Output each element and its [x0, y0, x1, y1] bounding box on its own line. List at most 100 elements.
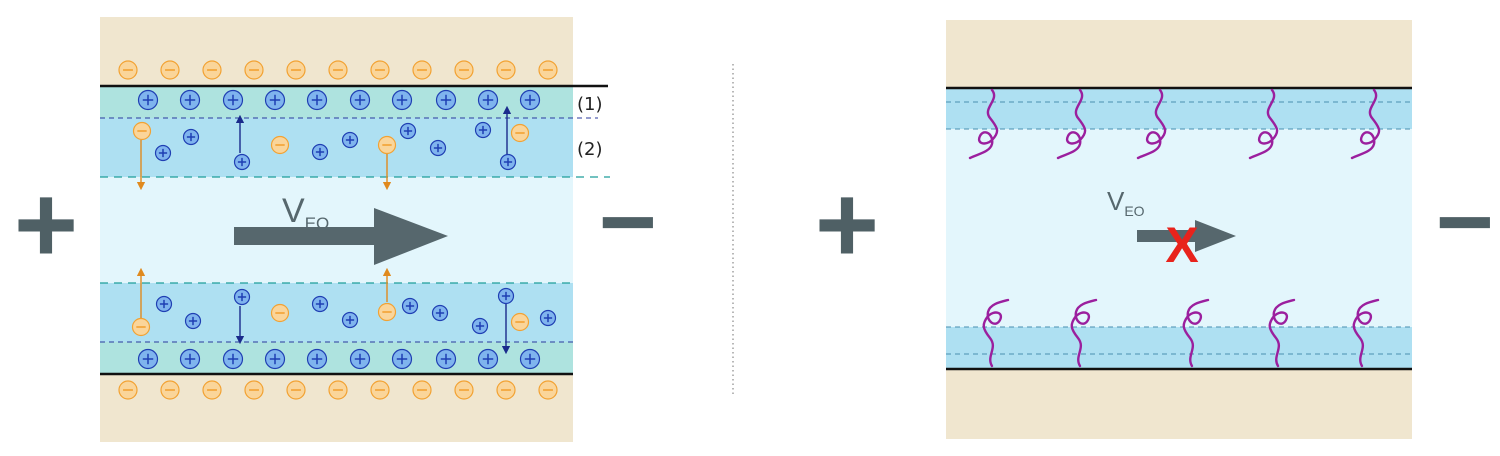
polymer-chain — [1136, 88, 1167, 160]
anion-icon — [270, 135, 290, 155]
cation-icon — [435, 348, 457, 370]
left-panel: (1) (2) VEO + − — [14, 17, 657, 442]
layer-label-diffuse: (2) — [577, 139, 603, 160]
cation-icon — [179, 348, 201, 370]
anion-icon — [270, 303, 290, 323]
polymer-chain — [968, 88, 999, 160]
cation-icon — [471, 317, 489, 335]
cation-icon — [306, 348, 328, 370]
anion-icon — [244, 60, 264, 80]
cation-icon — [264, 348, 286, 370]
cation-icon — [497, 287, 515, 305]
velocity-label: VEO — [282, 192, 329, 233]
left-bottom-stern-layer — [100, 342, 573, 374]
cation-icon — [306, 89, 328, 111]
right-channel-bulk — [946, 88, 1412, 369]
anion-icon — [370, 380, 390, 400]
cation-icon — [341, 311, 359, 329]
cation-icon — [477, 89, 499, 111]
cation-icon — [391, 348, 413, 370]
cation-icon — [179, 89, 201, 111]
cation-icon — [401, 297, 419, 315]
anion-icon — [538, 60, 558, 80]
left-bottom-diffuse-layer — [100, 283, 573, 342]
anion-icon — [286, 60, 306, 80]
cation-icon — [341, 131, 359, 149]
cation-icon — [154, 144, 172, 162]
cation-icon — [311, 295, 329, 313]
left-top-stern-layer — [100, 86, 573, 118]
cation-icon — [233, 288, 251, 306]
blocked-flow-mark: X — [1165, 217, 1198, 273]
cathode-sign-left: − — [599, 166, 657, 278]
right-top-coating-layer — [946, 88, 1412, 129]
anion-icon — [377, 302, 397, 322]
polymer-chain — [1248, 88, 1279, 160]
layer-label-stern: (1) — [577, 94, 603, 115]
anion-icon — [328, 60, 348, 80]
right-panel: VEO X + − — [815, 20, 1494, 439]
cation-icon — [399, 122, 417, 140]
right-bottom-coating-layer — [946, 327, 1412, 369]
anode-sign-left: + — [14, 163, 78, 286]
cation-icon — [155, 295, 173, 313]
cation-icon — [429, 139, 447, 157]
anion-icon — [160, 380, 180, 400]
anion-icon — [377, 135, 397, 155]
cation-icon — [539, 309, 557, 327]
cation-icon — [349, 89, 371, 111]
anion-icon — [510, 312, 530, 332]
anion-icon — [454, 380, 474, 400]
cation-icon — [391, 89, 413, 111]
cation-icon — [519, 89, 541, 111]
left-small-arrows — [136, 105, 512, 355]
left-ions — [118, 60, 558, 400]
polymer-chain — [1182, 298, 1210, 368]
cation-icon — [349, 348, 371, 370]
cation-icon — [137, 348, 159, 370]
anion-icon — [370, 60, 390, 80]
polymer-chain — [1352, 298, 1380, 368]
cation-icon — [474, 121, 492, 139]
anion-icon — [202, 380, 222, 400]
left-top-diffuse-layer — [100, 118, 573, 177]
cation-icon — [264, 89, 286, 111]
polymer-chain — [1350, 88, 1381, 160]
anion-icon — [132, 121, 152, 141]
anion-icon — [118, 60, 138, 80]
cation-icon — [184, 312, 202, 330]
anion-icon — [496, 60, 516, 80]
cation-icon — [137, 89, 159, 111]
anion-icon — [412, 380, 432, 400]
anion-icon — [412, 60, 432, 80]
anion-icon — [131, 317, 151, 337]
cation-icon — [222, 89, 244, 111]
anion-icon — [118, 380, 138, 400]
cation-icon — [431, 304, 449, 322]
anion-icon — [286, 380, 306, 400]
anion-icon — [244, 380, 264, 400]
cation-icon — [222, 348, 244, 370]
polymer-chains — [968, 88, 1381, 368]
polymer-chain — [1056, 88, 1087, 160]
anion-icon — [496, 380, 516, 400]
anode-sign-right: + — [815, 163, 879, 286]
polymer-chain — [1070, 298, 1098, 368]
cathode-sign-right: − — [1436, 166, 1494, 278]
cation-icon — [182, 128, 200, 146]
cation-icon — [435, 89, 457, 111]
cation-icon — [477, 348, 499, 370]
anion-icon — [454, 60, 474, 80]
velocity-label-right: VEO — [1107, 186, 1145, 219]
polymer-chain — [1268, 298, 1296, 368]
polymer-chain — [982, 298, 1010, 368]
cation-icon — [233, 153, 251, 171]
eo-flow-arrow — [234, 208, 448, 265]
anion-icon — [538, 380, 558, 400]
cation-icon — [311, 143, 329, 161]
eo-flow-arrow-reduced — [1137, 220, 1236, 252]
cation-icon — [499, 153, 517, 171]
anion-icon — [202, 60, 222, 80]
anion-icon — [160, 60, 180, 80]
